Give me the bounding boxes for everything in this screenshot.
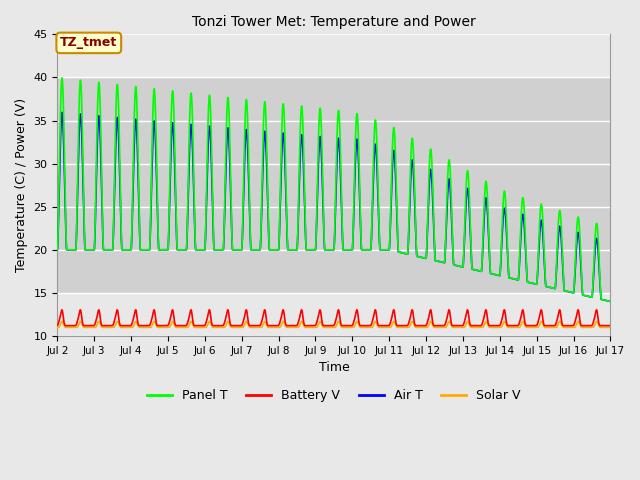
Bar bbox=[58, 77, 611, 293]
Y-axis label: Temperature (C) / Power (V): Temperature (C) / Power (V) bbox=[15, 98, 28, 272]
X-axis label: Time: Time bbox=[319, 361, 349, 374]
Title: Tonzi Tower Met: Temperature and Power: Tonzi Tower Met: Temperature and Power bbox=[192, 15, 476, 29]
Legend: Panel T, Battery V, Air T, Solar V: Panel T, Battery V, Air T, Solar V bbox=[142, 384, 526, 408]
Text: TZ_tmet: TZ_tmet bbox=[60, 36, 117, 49]
